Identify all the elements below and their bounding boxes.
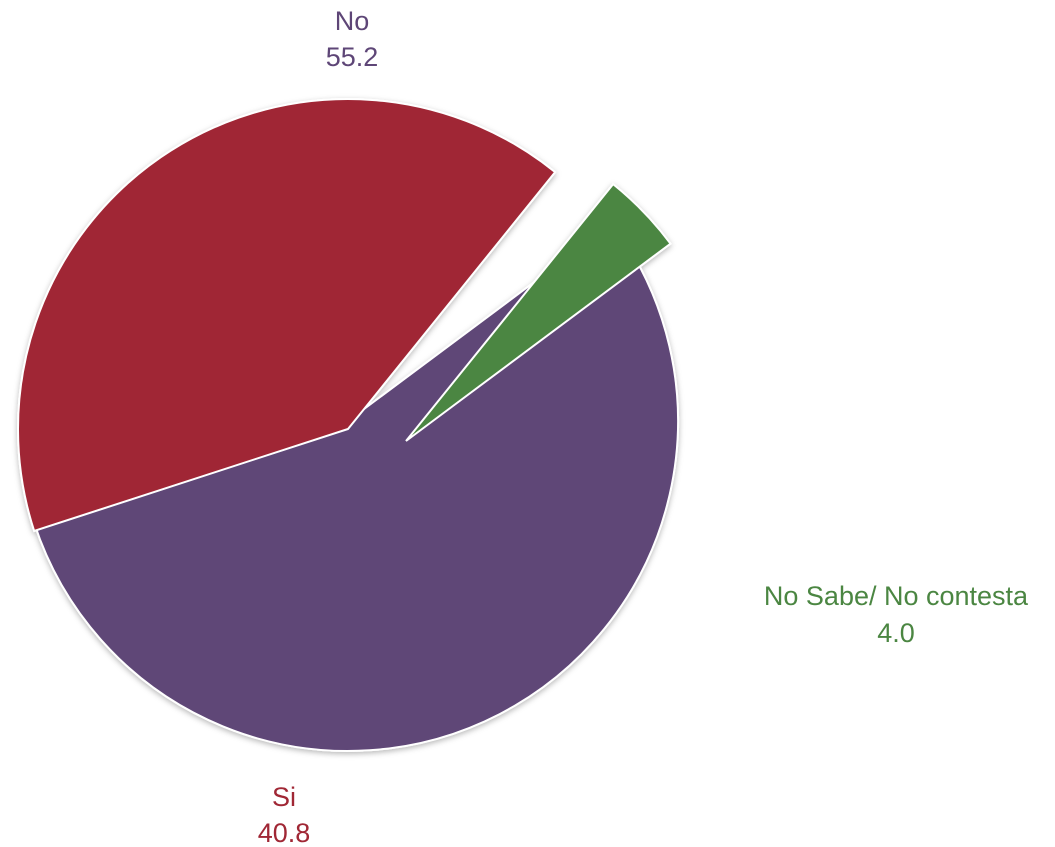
slice-si [17,98,557,533]
label-no-name: No [335,6,370,36]
label-si-value: 40.8 [258,818,311,847]
label-si-name: Si [272,782,296,812]
label-nsnc-name: No Sabe/ No contesta [764,581,1029,611]
slice-no-sabe [405,182,672,442]
label-nsnc-value: 4.0 [877,618,915,648]
label-no-value: 55.2 [326,42,379,72]
